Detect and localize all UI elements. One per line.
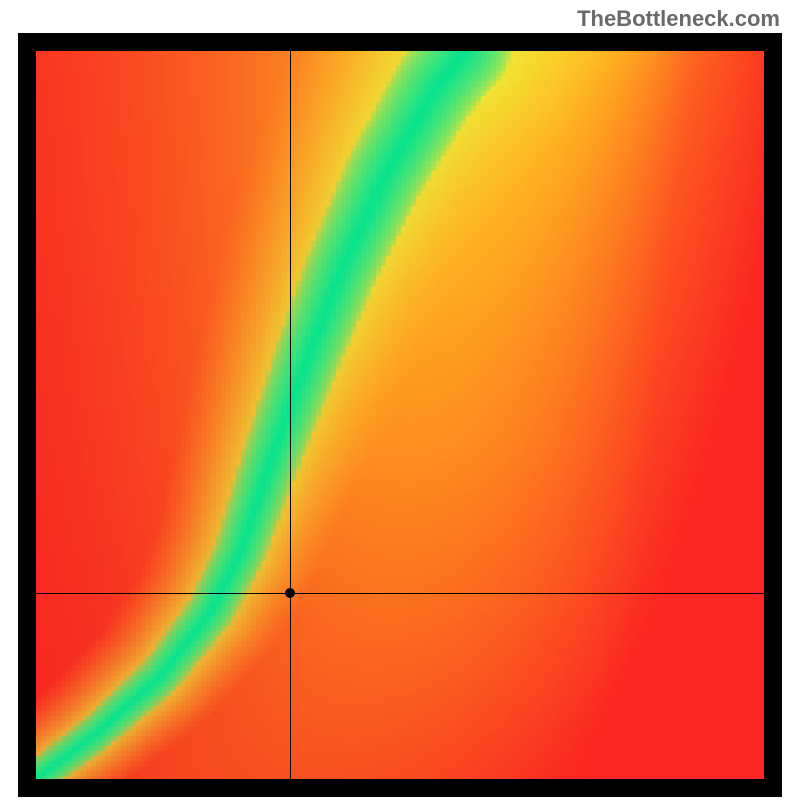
crosshair-horizontal bbox=[36, 593, 764, 594]
watermark-text: TheBottleneck.com bbox=[577, 6, 780, 32]
heatmap-canvas bbox=[36, 51, 764, 779]
chart-frame bbox=[18, 33, 782, 797]
crosshair-vertical bbox=[290, 51, 291, 779]
crosshair-marker bbox=[285, 588, 295, 598]
plot-area bbox=[36, 51, 764, 779]
